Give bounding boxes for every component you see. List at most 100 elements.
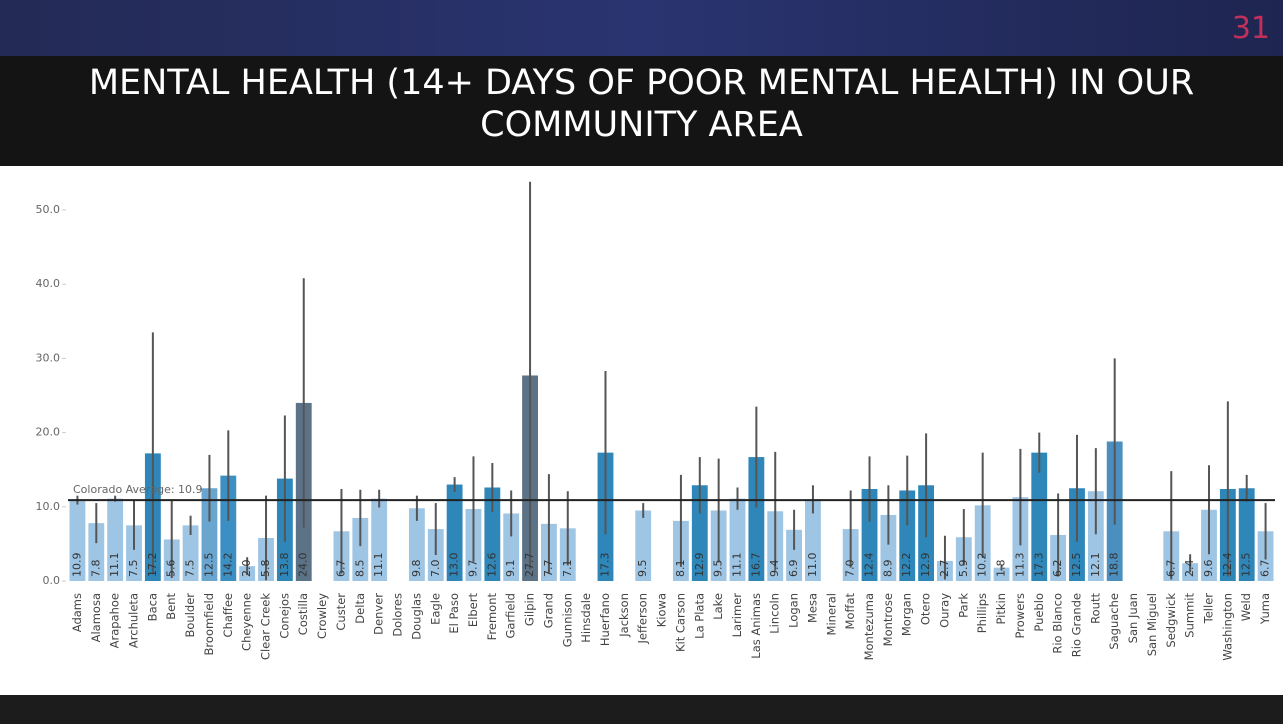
bar [484, 487, 501, 581]
bar [880, 514, 897, 581]
bottom-band [0, 695, 1283, 724]
title-box: MENTAL HEALTH (14+ DAYS OF POOR MENTAL H… [88, 63, 1195, 145]
x-tick-label: Archuleta [127, 593, 141, 648]
value-label: 7.0 [429, 560, 442, 578]
chart-title: MENTAL HEALTH (14+ DAYS OF POOR MENTAL H… [88, 63, 1195, 145]
x-tick-label: Jefferson [636, 593, 650, 645]
page-number: 31 [1232, 11, 1270, 46]
value-label: 9.5 [636, 560, 649, 578]
bar [446, 484, 463, 581]
x-tick-label: Adams [70, 593, 84, 632]
x-tick-label: Crowley [315, 593, 329, 639]
x-tick-label: Elbert [466, 593, 480, 628]
x-tick-label: Jackson [617, 593, 631, 638]
x-tick-label: Douglas [409, 593, 423, 640]
x-tick-label: La Plata [692, 593, 706, 639]
value-label: 13.0 [448, 553, 461, 578]
bar [107, 498, 124, 581]
bar [691, 485, 708, 581]
x-tick-label: Delta [353, 593, 367, 624]
x-tick-label: El Paso [447, 593, 461, 634]
x-tick-label: Ouray [937, 593, 951, 628]
bar [993, 567, 1010, 581]
x-tick-label: Routt [1088, 593, 1102, 624]
bar [1031, 452, 1048, 581]
x-tick-label: Gilpin [523, 593, 537, 626]
value-label: 7.8 [89, 560, 102, 578]
x-tick-label: Broomfield [202, 593, 216, 655]
bar [635, 510, 652, 581]
value-label: 11.1 [108, 553, 121, 578]
value-label: 12.9 [693, 553, 706, 578]
bar [69, 500, 86, 581]
x-tick-label: Otero [919, 593, 933, 625]
x-tick-label: Cheyenne [240, 593, 254, 651]
bar [1087, 491, 1104, 581]
x-tick-label: Prowers [1013, 593, 1027, 638]
x-tick-label: Huerfano [598, 593, 612, 646]
x-tick-label: Denver [372, 593, 386, 635]
value-label: 24.0 [297, 553, 310, 578]
x-tick-label: Fremont [485, 593, 499, 641]
x-tick-label: Lake [711, 593, 725, 620]
value-label: 11.3 [1013, 553, 1026, 578]
top-band [0, 0, 1283, 56]
x-tick-label: Pueblo [1032, 593, 1046, 632]
bar [371, 498, 388, 581]
bar [786, 529, 803, 581]
plot: 0.0 10.0 20.0 30.0 40.0 50.0 10.9 Adams 7.8 Alamo… [36, 181, 1275, 661]
x-tick-label: Montrose [881, 593, 895, 646]
value-label: 17.3 [1032, 553, 1045, 578]
bar [126, 525, 142, 581]
bar [88, 523, 105, 581]
y-tick-label: 30.0 [36, 351, 61, 364]
x-tick-label: Park [956, 593, 970, 618]
bar [408, 508, 425, 581]
x-tick-label: Gunnison [560, 593, 574, 647]
value-label: 1.8 [995, 560, 1008, 578]
bar [182, 525, 199, 581]
x-tick-label: Dolores [391, 593, 405, 637]
value-label: 9.4 [768, 560, 781, 578]
value-label: 12.5 [202, 553, 215, 578]
bar [220, 475, 237, 581]
value-label: 7.5 [184, 560, 197, 578]
value-label: 8.5 [353, 560, 366, 578]
x-tick-label: Baca [145, 593, 159, 621]
x-tick-label: Boulder [183, 593, 197, 638]
value-label: 2.0 [240, 560, 253, 578]
x-tick-label: Kiowa [655, 593, 669, 627]
x-tick-label: Bent [164, 593, 178, 620]
x-tick-label: Teller [1201, 593, 1215, 625]
value-label: 9.6 [1202, 560, 1215, 578]
x-tick-label: Pitkin [994, 593, 1008, 625]
value-label: 6.7 [1164, 560, 1177, 578]
x-tick-label: Kit Carson [673, 593, 687, 652]
x-tick-label: Sedgwick [1164, 593, 1178, 648]
bar [1238, 488, 1255, 581]
bar [899, 490, 916, 581]
x-tick-label: Costilla [296, 593, 310, 635]
value-label: 11.1 [372, 553, 385, 578]
y-tick-label: 20.0 [36, 426, 61, 439]
x-tick-label: Chaffee [221, 593, 235, 637]
value-label: 7.5 [127, 560, 140, 578]
value-label: 12.4 [1221, 553, 1234, 578]
x-tick-label: Eagle [428, 593, 442, 625]
value-label: 5.8 [259, 560, 272, 578]
value-label: 9.1 [504, 560, 517, 578]
x-tick-label: Lincoln [768, 593, 782, 634]
x-tick-label: Rio Blanco [1051, 593, 1065, 654]
value-label: 17.3 [598, 553, 611, 578]
value-label: 12.5 [1240, 553, 1253, 578]
value-label: 12.2 [900, 553, 913, 578]
value-label: 6.9 [787, 560, 800, 578]
x-tick-label: Arapahoe [108, 593, 122, 648]
y-tick-label: 40.0 [36, 277, 61, 290]
x-tick-label: Clear Creek [259, 593, 273, 660]
y-tick-label: 10.0 [36, 500, 61, 513]
value-label: 10.2 [976, 553, 989, 578]
value-label: 10.9 [70, 553, 83, 578]
value-label: 2.7 [938, 560, 951, 578]
